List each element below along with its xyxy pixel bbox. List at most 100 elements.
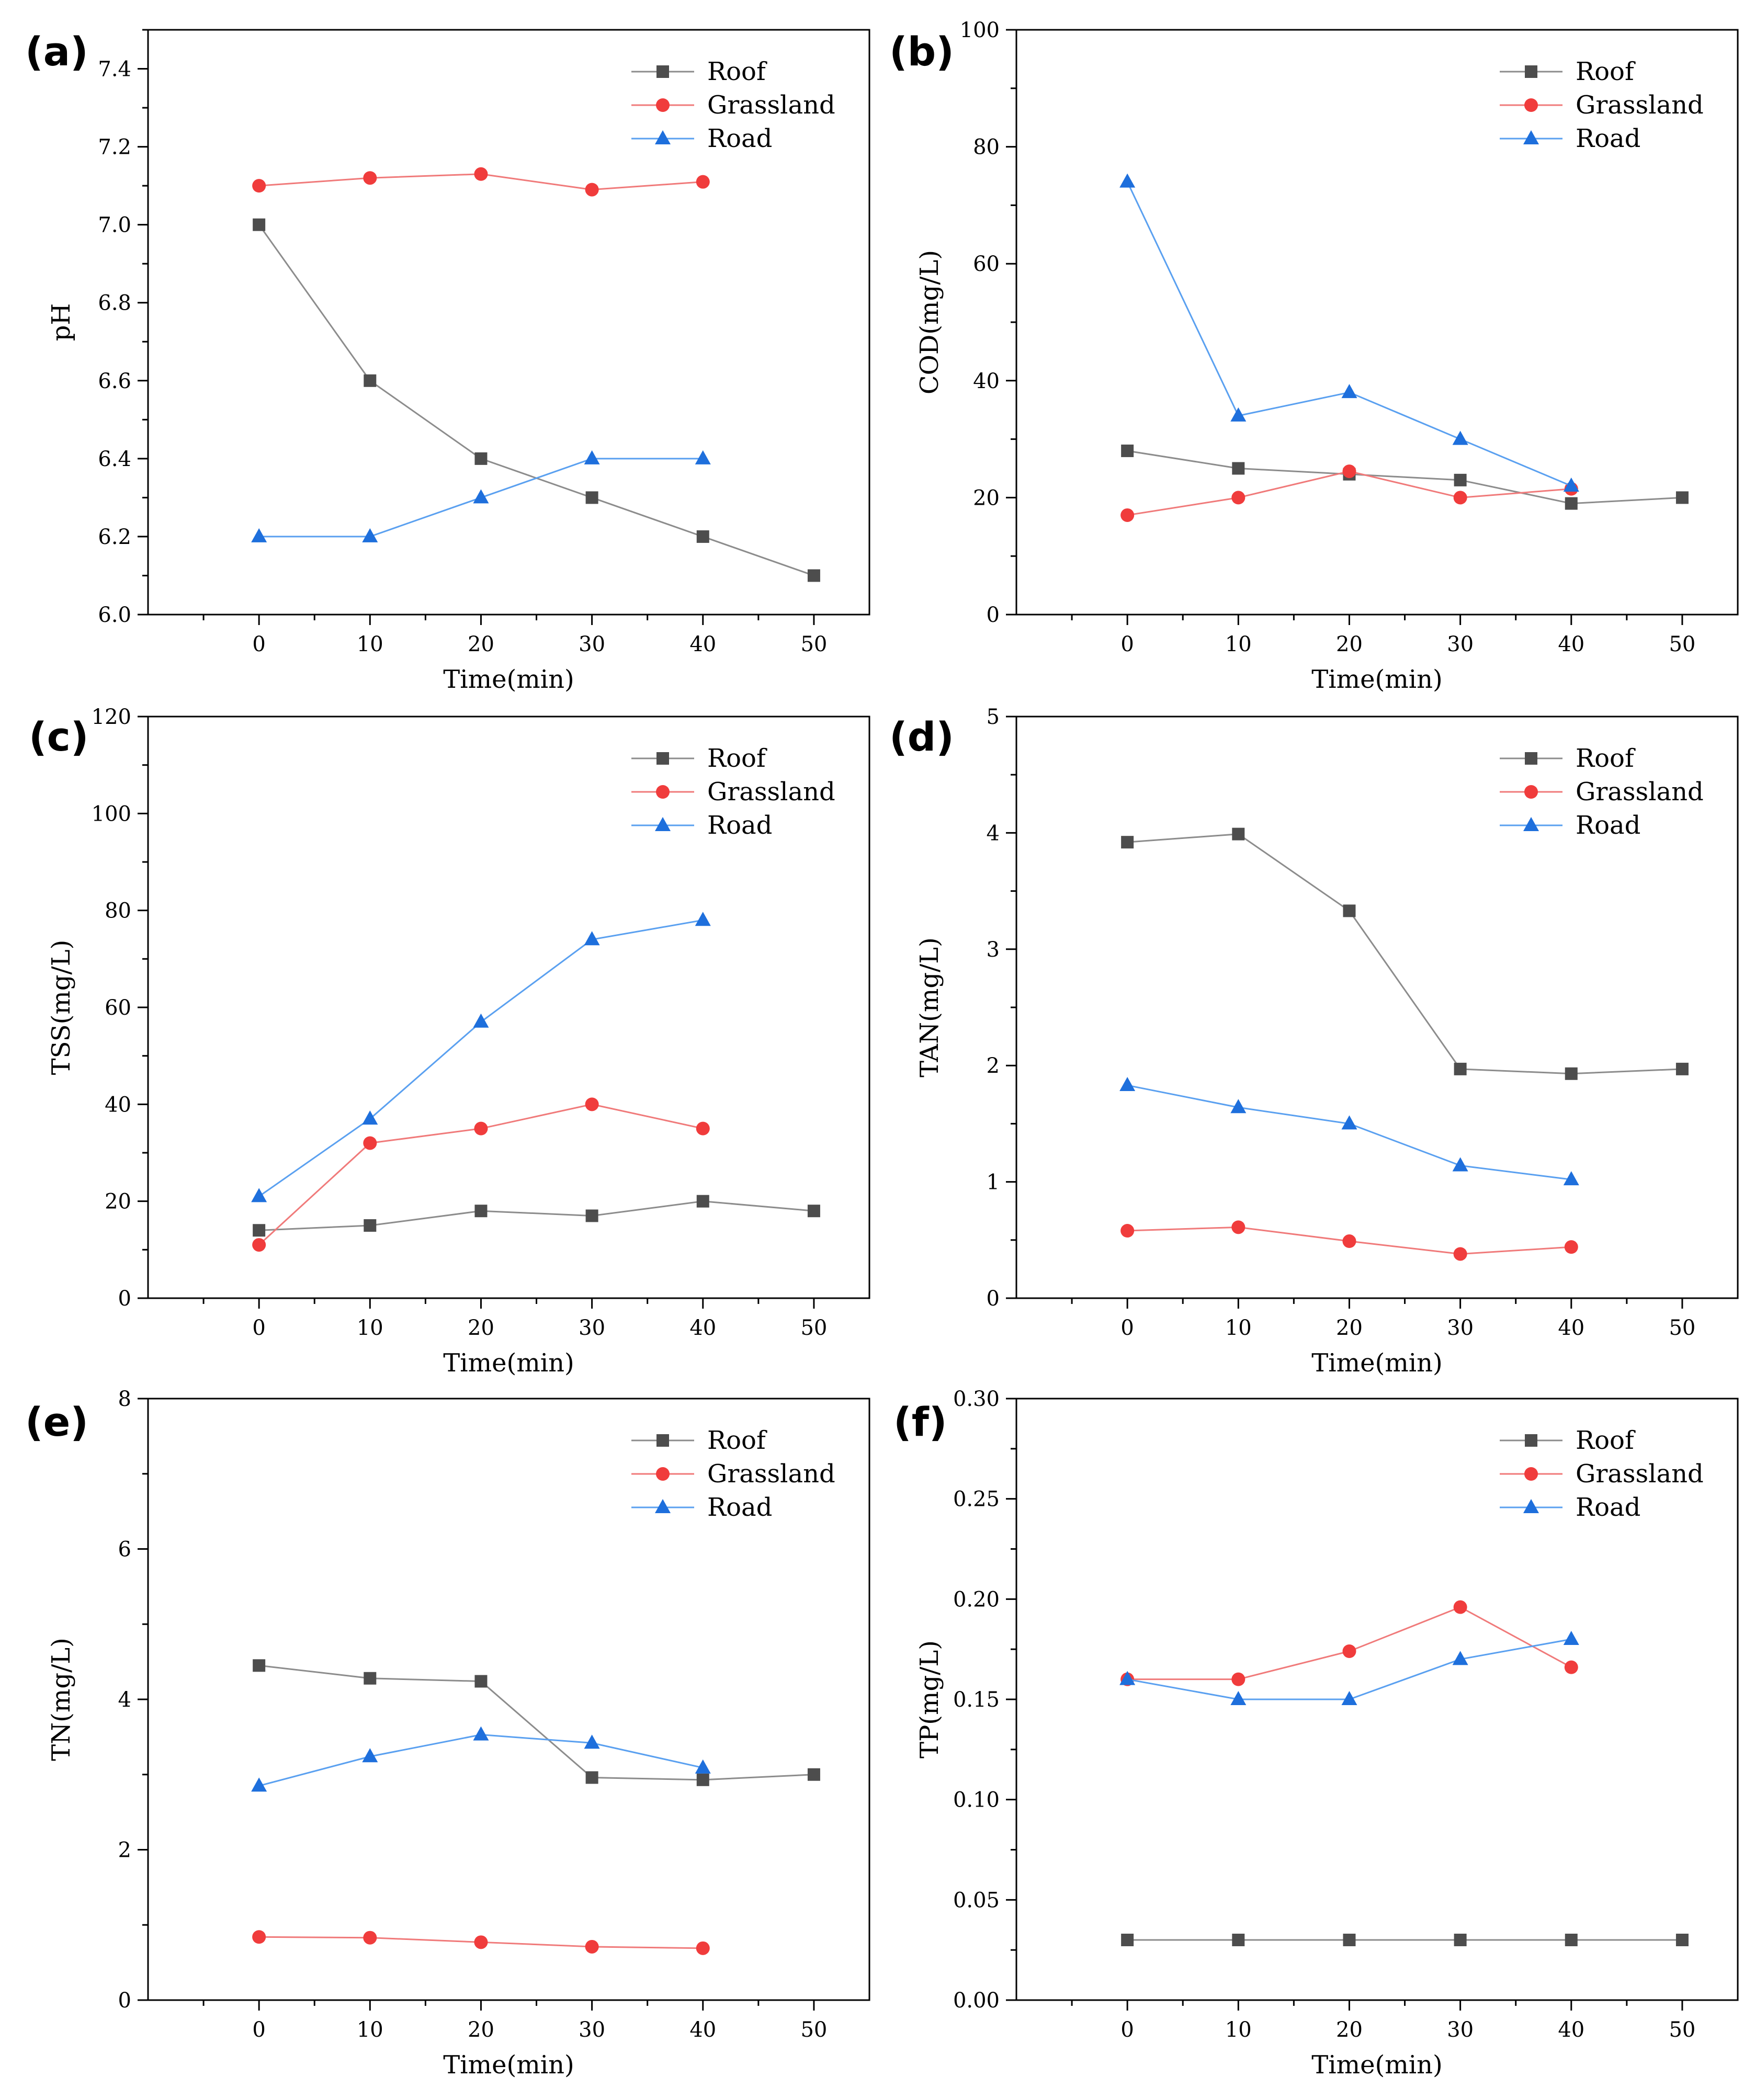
data-point-road [1563, 1171, 1579, 1186]
x-tick-label: 40 [1558, 632, 1584, 656]
y-tick-label: 7.4 [98, 58, 131, 82]
y-tick-label: 7.2 [98, 135, 131, 160]
y-tick-label: 5 [987, 705, 1000, 729]
y-tick-label: 120 [92, 705, 131, 729]
data-point-grassland [696, 175, 710, 189]
panel-label: (a) [25, 28, 88, 75]
x-axis-label: Time(min) [1311, 665, 1443, 694]
data-point-road [1230, 1099, 1247, 1114]
panel-label: (b) [889, 28, 954, 75]
legend-marker-roof [1525, 65, 1537, 78]
data-point-roof [364, 1219, 377, 1232]
legend-marker-grassland [1524, 1467, 1538, 1481]
x-tick-label: 40 [689, 632, 716, 656]
x-tick-label: 0 [1120, 1316, 1134, 1340]
data-point-grassland [474, 1935, 488, 1949]
data-point-roof [1343, 1934, 1356, 1946]
data-point-grassland [363, 1931, 377, 1945]
data-point-roof [474, 1205, 488, 1218]
data-point-roof [696, 1773, 709, 1786]
x-tick-label: 10 [1225, 632, 1252, 656]
x-tick-label: 10 [357, 632, 383, 656]
data-point-road [251, 1188, 267, 1202]
data-point-grassland [363, 1136, 377, 1150]
y-tick-label: 40 [973, 369, 1000, 393]
legend-marker-road [1523, 1499, 1539, 1513]
data-point-roof [1565, 497, 1578, 510]
x-tick-label: 20 [1336, 632, 1363, 656]
data-point-road [362, 1110, 378, 1125]
data-point-roof [1454, 1062, 1467, 1075]
x-tick-label: 10 [1225, 2018, 1252, 2042]
y-tick-label: 4 [987, 821, 1000, 845]
data-point-grassland [696, 1121, 710, 1136]
x-tick-label: 0 [252, 1316, 265, 1340]
data-point-roof [585, 491, 598, 504]
data-point-road [251, 1777, 267, 1792]
legend-marker-roof [1525, 752, 1537, 765]
legend-label-grassland: Grassland [1576, 777, 1704, 807]
data-point-roof [474, 1675, 488, 1688]
data-point-grassland [252, 1930, 266, 1944]
x-tick-label: 40 [1558, 1316, 1584, 1340]
data-point-grassland [1120, 1224, 1135, 1238]
x-tick-label: 50 [800, 1316, 827, 1340]
y-tick-label: 7.0 [98, 213, 131, 237]
data-point-road [473, 1726, 489, 1741]
y-tick-label: 0.30 [953, 1387, 1000, 1411]
y-tick-label: 6 [118, 1538, 131, 1562]
data-point-roof [1675, 1934, 1689, 1946]
x-tick-label: 50 [800, 632, 827, 656]
data-point-road [695, 450, 711, 464]
y-tick-label: 3 [987, 938, 1000, 962]
data-point-roof [253, 1224, 266, 1237]
data-point-grassland [1342, 464, 1356, 479]
data-point-roof [1121, 1934, 1134, 1946]
legend-marker-road [1523, 817, 1539, 831]
y-axis-label: pH [47, 303, 76, 342]
y-tick-label: 0.25 [953, 1488, 1000, 1512]
y-tick-label: 0 [987, 603, 1000, 627]
x-tick-label: 50 [800, 2018, 827, 2042]
y-tick-label: 6.8 [98, 291, 131, 315]
series-line-grassland [1127, 1606, 1572, 1681]
panel-label: (e) [25, 1399, 88, 1445]
data-point-roof [807, 1205, 820, 1218]
data-point-grassland [1231, 1220, 1246, 1234]
x-tick-label: 50 [1669, 2018, 1695, 2042]
data-point-road [1341, 1115, 1357, 1130]
data-point-roof [696, 530, 709, 543]
y-tick-label: 20 [973, 486, 1000, 510]
legend-marker-grassland [656, 785, 670, 799]
x-tick-label: 20 [468, 632, 494, 656]
legend-label-roof: Roof [1576, 1426, 1636, 1455]
data-point-road [473, 489, 489, 504]
chart-panel-d: 0 10 20 30 40 50 0 1 2 3 4 5 Time(min) TAN(mg/L) (d) Ro… [889, 705, 1739, 1378]
data-point-roof [585, 1209, 598, 1222]
data-point-road [1341, 1691, 1357, 1705]
x-tick-label: 20 [1336, 1316, 1363, 1340]
x-tick-label: 40 [689, 1316, 716, 1340]
legend-marker-road [655, 1499, 671, 1513]
y-tick-label: 0.20 [953, 1587, 1000, 1611]
data-point-road [1119, 1077, 1136, 1092]
chart-panel-f: 0 10 20 30 40 50 0.00 0.05 0.10 0.15 0.20 0.25 0.30 T… [893, 1387, 1739, 2080]
y-axis-label: TAN(mg/L) [915, 937, 944, 1077]
legend-marker-grassland [1524, 98, 1538, 112]
panel-label: (d) [889, 713, 954, 760]
data-point-grassland [474, 167, 488, 181]
data-point-roof [364, 1672, 377, 1685]
data-point-road [695, 912, 711, 926]
y-tick-label: 4 [118, 1688, 131, 1712]
legend-label-road: Road [707, 124, 772, 153]
x-tick-label: 30 [1447, 632, 1474, 656]
legend-marker-road [655, 130, 671, 144]
data-point-roof [1343, 904, 1356, 917]
x-tick-label: 0 [252, 632, 265, 656]
data-point-roof [474, 452, 488, 465]
x-tick-label: 50 [1669, 1316, 1695, 1340]
y-tick-label: 0.10 [953, 1788, 1000, 1812]
x-tick-label: 0 [252, 2018, 265, 2042]
x-tick-label: 30 [579, 632, 605, 656]
y-tick-label: 1 [987, 1171, 1000, 1195]
